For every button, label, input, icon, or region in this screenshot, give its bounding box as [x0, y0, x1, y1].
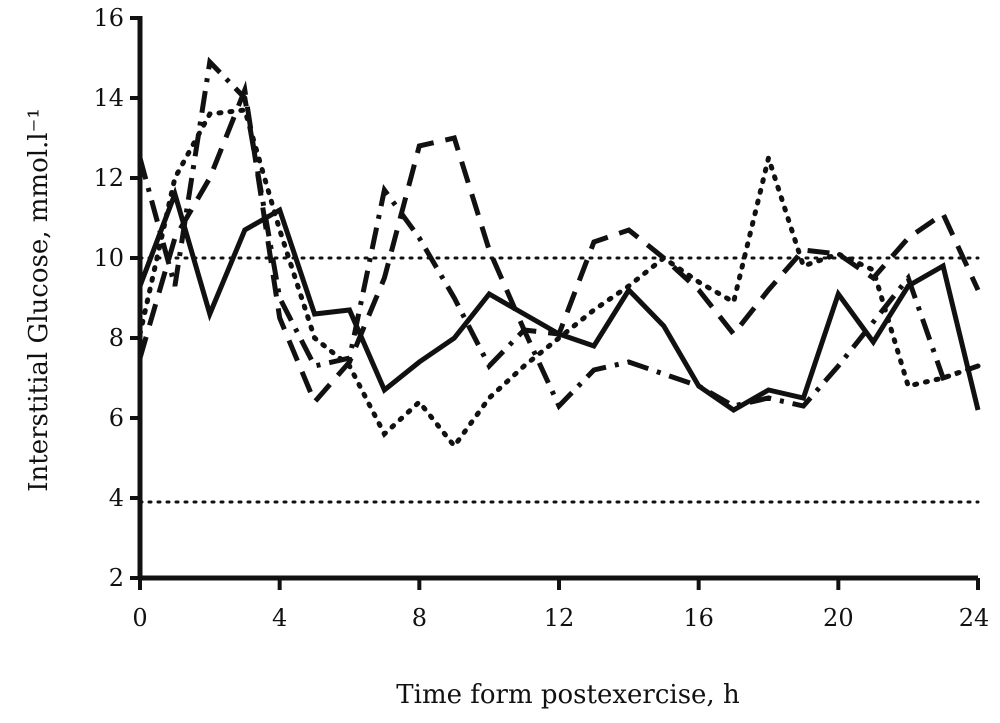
x-tick-label: 4: [272, 604, 287, 632]
x-axis-label: Time form postexercise, h: [396, 680, 740, 710]
y-axis-label: Interstitial Glucose, mmol.l⁻¹: [24, 108, 54, 492]
x-tick-label: 8: [412, 604, 427, 632]
y-tick-label: 14: [93, 84, 124, 112]
plot-lines: [137, 56, 981, 451]
reference-lines: [138, 256, 980, 504]
y-tick-label: 2: [109, 564, 124, 592]
x-tick-label: 0: [132, 604, 147, 632]
series-line-2-dashed: [137, 80, 981, 407]
series-line-4-dotted: [137, 107, 981, 451]
series-line-3-dash-dot: [137, 56, 979, 411]
x-tick-label: 12: [544, 604, 575, 632]
y-tick-label: 16: [93, 4, 124, 32]
x-tick-label: 20: [823, 604, 854, 632]
x-tick-label: 16: [683, 604, 714, 632]
y-tick-label: 8: [109, 324, 124, 352]
y-tick-label: 12: [93, 164, 124, 192]
y-tick-label: 6: [109, 404, 124, 432]
x-tick-label: 24: [959, 604, 990, 632]
y-tick-label: 10: [93, 244, 124, 272]
axes: [137, 16, 978, 581]
y-tick-label: 4: [109, 484, 124, 512]
